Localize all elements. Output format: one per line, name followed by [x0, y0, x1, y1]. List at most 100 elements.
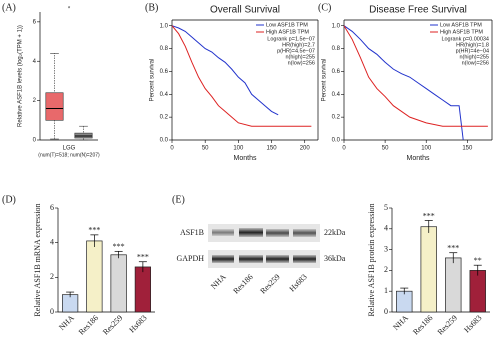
y-tick-label: 0.0 [160, 138, 169, 144]
x-tick-label: 0 [342, 146, 346, 152]
survival-curve [171, 25, 312, 127]
western-blot: ASF1B GAPDH 22kDa 36kDa NHA Res186 Res25… [176, 224, 346, 296]
x-tick-label: 150 [267, 146, 278, 152]
y-tick-label: 0.4 [160, 92, 169, 98]
survival-curve [343, 25, 488, 127]
x-tick-label: 200 [300, 146, 311, 152]
blot-band [293, 229, 316, 237]
bar [445, 257, 462, 313]
x-axis-label: LGG [63, 146, 76, 152]
significance-mark: * [68, 7, 71, 13]
survival-curve [171, 25, 279, 116]
panel-label: (B) [145, 2, 158, 13]
x-tick-label: NHA [57, 313, 76, 332]
y-axis-label: Percent survival [150, 59, 156, 102]
panel-label: (C) [318, 2, 331, 13]
blot-lane-label: Res186 [231, 272, 254, 295]
x-axis-label: Months [407, 155, 430, 162]
stat-annotation: p(HR)=4e−04 [456, 48, 489, 54]
bar [469, 270, 486, 313]
blot-row-label: GAPDH [176, 254, 204, 263]
bar [134, 266, 151, 313]
x-tick-label: NHA [391, 313, 410, 332]
blot-band [239, 255, 263, 263]
stat-annotation: n(low)=256 [288, 60, 315, 66]
significance-mark: *** [447, 244, 459, 253]
y-tick-label: 1.0 [332, 23, 341, 29]
significance-mark: ** [474, 256, 482, 265]
y-tick-label: 6 [50, 203, 54, 212]
blot-band [266, 229, 289, 237]
bar [86, 240, 103, 313]
x-tick-label: 0 [170, 146, 174, 152]
blot-lane-label: NHA [209, 272, 228, 291]
blot-size-label: 22kDa [324, 228, 346, 237]
significance-mark: *** [137, 253, 149, 262]
x-tick-label: Res259 [101, 313, 124, 336]
panel-label: (D) [2, 194, 16, 205]
blot-lane-label: Hs683 [288, 272, 309, 293]
y-tick-label: 0 [50, 307, 54, 316]
x-axis-label: Months [234, 155, 257, 162]
chart-title: Disease Free Survival [369, 5, 467, 16]
y-tick-label: 0.4 [332, 92, 341, 98]
panel-label: (A) [2, 2, 16, 13]
x-tick-label: Res186 [77, 313, 100, 336]
y-tick-label: 1.0 [160, 23, 169, 29]
significance-mark: *** [88, 226, 100, 235]
y-tick-label: 3 [384, 244, 388, 253]
blot-lane-label: Res259 [258, 272, 281, 295]
stat-annotation: n(high)=255 [459, 54, 489, 60]
chart-title: Overall Survival [210, 5, 280, 16]
x-axis-subtitle: (num(T)=518; num(N)=207) [38, 152, 100, 158]
stat-annotation: n(high)=255 [285, 54, 315, 60]
y-tick-label: 4 [384, 224, 388, 233]
panel-label: (E) [172, 194, 185, 205]
x-tick-label: 50 [202, 146, 209, 152]
y-tick-label: 6 [33, 19, 37, 25]
y-tick-label: 0.2 [332, 115, 341, 121]
legend-label: High ASF1B TPM [440, 29, 483, 35]
stat-annotation: HR(high)=1.8 [456, 42, 489, 48]
bar [110, 254, 127, 313]
x-tick-label: Res186 [411, 313, 434, 336]
blot-band [266, 255, 289, 263]
significance-mark: *** [113, 242, 125, 251]
y-tick-label: 0.8 [160, 46, 169, 52]
y-tick-label: 5 [384, 203, 388, 212]
y-tick-label: 0.8 [332, 46, 341, 52]
y-tick-label: 2 [384, 265, 388, 274]
y-axis-label: Relative ASF1B protein expression [367, 203, 376, 316]
y-tick-label: 0.0 [332, 138, 341, 144]
blot-strip [208, 224, 320, 242]
y-axis-label: Relative ASF1B mRNA expression [33, 203, 42, 316]
x-tick-label: Res259 [436, 313, 459, 336]
y-tick-label: 2 [50, 272, 54, 281]
y-tick-label: 0.2 [160, 115, 169, 121]
blot-band [212, 229, 234, 236]
blot-band [293, 255, 316, 263]
legend-label: Low ASF1B TPM [266, 22, 308, 28]
y-axis-label: Relative ASF1B levels (log₂(TPM + 1)) [18, 25, 24, 127]
blot-band [239, 228, 263, 237]
legend-label: Low ASF1B TPM [440, 22, 482, 28]
y-tick-label: 0 [384, 307, 388, 316]
x-tick-label: 100 [421, 146, 432, 152]
significance-mark: *** [423, 211, 435, 220]
x-tick-label: 50 [382, 146, 389, 152]
y-tick-label: 4 [33, 59, 37, 65]
y-tick-label: 1 [384, 286, 388, 295]
blot-row-label: ASF1B [180, 228, 204, 237]
stat-annotation: p(HR)=4.5e−07 [277, 48, 315, 54]
x-tick-label: 150 [462, 146, 473, 152]
y-tick-label: 2 [33, 98, 37, 104]
stat-annotation: Logrank p=0.00034 [441, 36, 489, 42]
y-axis-label: Percent survival [322, 59, 328, 102]
y-tick-label: 0 [33, 138, 37, 144]
blot-band [212, 255, 234, 263]
survival-curve [343, 25, 464, 141]
x-tick-label: 100 [233, 146, 244, 152]
y-tick-label: 4 [50, 237, 54, 246]
blot-size-label: 36kDa [324, 254, 346, 263]
box [45, 92, 64, 121]
